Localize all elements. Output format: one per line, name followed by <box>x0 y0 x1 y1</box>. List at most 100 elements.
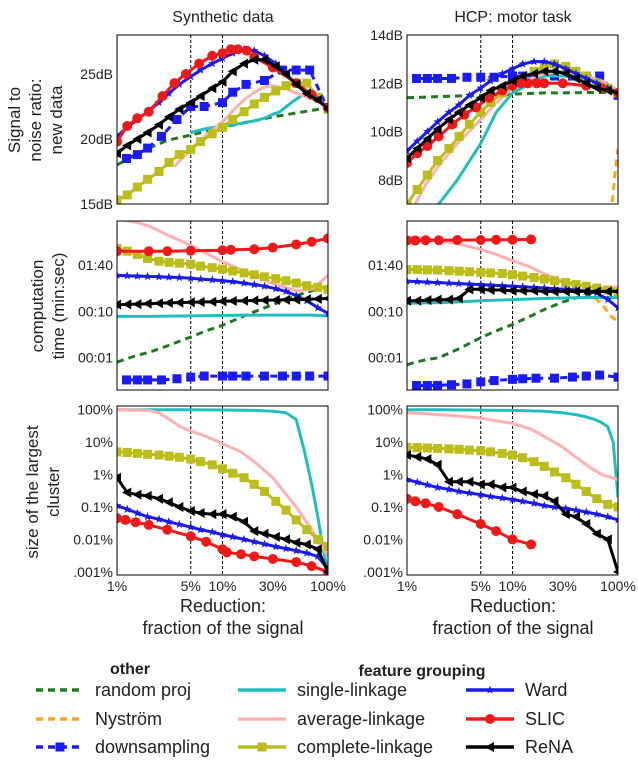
point-ward <box>175 273 184 282</box>
point-complete <box>302 78 312 88</box>
point-rena <box>239 58 249 69</box>
point-rena <box>153 493 163 504</box>
point-rena <box>581 286 591 297</box>
legend-marker <box>485 714 495 724</box>
point-ward <box>260 51 269 60</box>
y-tick-label: 100% <box>77 402 113 418</box>
series-line-nystrom <box>593 296 618 323</box>
point-complete <box>454 131 464 141</box>
point-rena <box>464 284 474 295</box>
point-rena <box>163 497 173 508</box>
point-complete <box>581 487 591 497</box>
point-rena <box>549 66 559 77</box>
series-complete <box>407 442 618 512</box>
panel-frame <box>116 34 329 205</box>
point-downsampling <box>132 150 142 160</box>
point-ward <box>444 278 454 287</box>
point-rena <box>249 54 259 65</box>
point-complete <box>186 144 196 154</box>
point-rena <box>432 124 442 135</box>
point-ward <box>292 546 301 555</box>
point-slic <box>267 242 278 253</box>
point-complete <box>196 457 206 467</box>
point-rena <box>291 537 301 548</box>
panel-frame <box>116 220 329 391</box>
point-rena <box>529 68 539 79</box>
point-complete <box>174 150 184 160</box>
y-tick-label: 1% <box>383 467 403 483</box>
point-complete <box>164 451 174 461</box>
point-rena <box>464 476 474 487</box>
panel-2: 8dB 10dB 12dB 14dB <box>370 27 619 205</box>
point-rena <box>581 78 591 89</box>
point-slic <box>232 44 243 55</box>
point-rena <box>163 111 173 122</box>
point-ward <box>498 493 507 502</box>
y-tick-label: 25dB <box>80 66 113 82</box>
point-slic <box>507 234 518 245</box>
point-downsampling <box>121 154 131 163</box>
y-tick-label: 0.1% <box>371 499 403 515</box>
legend-items: random proj Nyström downsampling single-lin… <box>36 680 573 757</box>
point-downsampling <box>156 131 166 141</box>
point-rena <box>174 501 184 512</box>
point-complete <box>207 129 217 139</box>
point-rena <box>132 489 142 500</box>
point-rena <box>485 285 495 296</box>
point-complete <box>497 448 507 458</box>
point-slic <box>241 45 252 56</box>
point-slic <box>143 106 154 117</box>
point-complete <box>561 473 571 483</box>
point-rena <box>239 516 249 527</box>
point-complete <box>271 86 281 96</box>
point-slic <box>526 539 537 550</box>
point-ward <box>412 136 422 145</box>
point-rena <box>227 295 237 306</box>
point-ward <box>133 271 142 280</box>
point-rena <box>432 294 442 305</box>
point-rena <box>407 295 411 306</box>
point-downsampling <box>446 73 456 83</box>
point-complete <box>539 61 549 71</box>
point-ward <box>561 64 571 73</box>
series-single <box>407 296 618 305</box>
point-ward <box>540 283 549 292</box>
point-downsampling <box>446 380 456 390</box>
point-downsampling <box>132 375 142 385</box>
point-rena <box>613 288 618 295</box>
point-rena <box>227 511 237 522</box>
xlabel-left-line1: Reduction: <box>180 596 266 616</box>
point-downsampling <box>143 143 153 153</box>
point-ward <box>444 107 454 116</box>
point-downsampling <box>199 102 209 111</box>
point-slic <box>410 235 421 246</box>
point-slic <box>475 518 486 529</box>
point-rena <box>227 66 237 77</box>
point-ward <box>302 548 312 557</box>
point-slic <box>557 78 568 89</box>
point-downsampling <box>476 377 486 387</box>
point-slic <box>143 246 154 257</box>
panel-4: 00:01 00:10 01:40 <box>368 220 619 391</box>
point-ward <box>613 515 618 524</box>
point-complete <box>207 263 217 273</box>
point-downsampling <box>433 381 443 390</box>
point-ward <box>186 273 195 282</box>
point-downsampling <box>259 76 269 85</box>
point-complete <box>313 534 323 544</box>
x-tick-label: 1% <box>107 578 127 594</box>
series-line-single <box>407 296 618 305</box>
legend-item-complete: complete-linkage <box>238 737 433 757</box>
point-downsampling <box>411 73 421 83</box>
point-ward <box>239 278 249 287</box>
point-rena <box>281 69 291 79</box>
point-slic <box>130 517 141 528</box>
point-ward <box>313 303 323 312</box>
series-complete <box>407 265 618 297</box>
legend-marker <box>485 685 495 694</box>
point-rena <box>301 294 311 305</box>
point-complete <box>561 278 571 288</box>
xlabel-left-line2: fraction of the signal <box>142 618 303 638</box>
point-downsampling <box>218 371 227 381</box>
